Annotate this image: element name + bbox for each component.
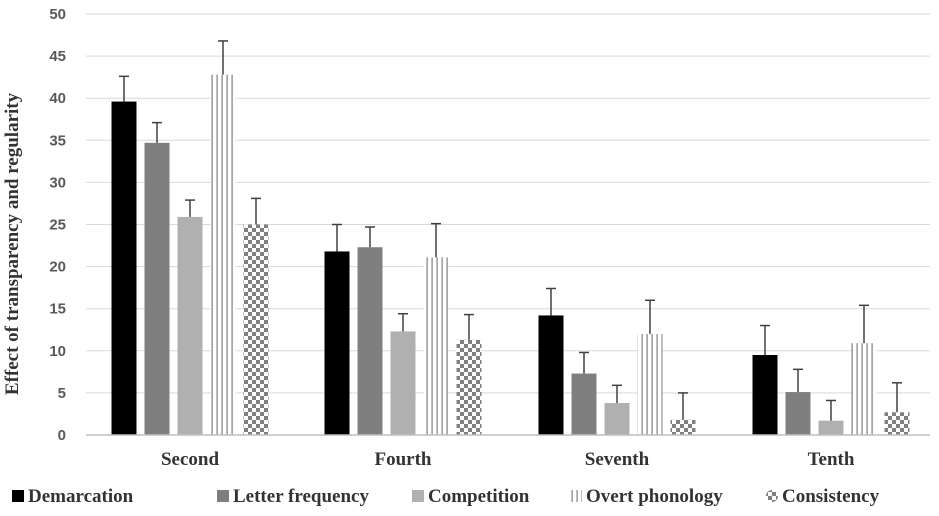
error-bar-letter-frequency-tenth — [793, 368, 803, 393]
bar-overt-phonology-seventh — [637, 333, 663, 435]
bar-letter-frequency-seventh — [571, 373, 597, 435]
legend-item-competition: Competition — [412, 486, 530, 507]
y-tick-label: 50 — [49, 6, 66, 23]
legend-label: Demarcation — [28, 486, 134, 507]
error-bar-overt-phonology-tenth — [859, 304, 869, 344]
error-bars — [119, 40, 902, 421]
bar-competition-second — [177, 216, 203, 435]
bar-competition-seventh — [604, 403, 630, 435]
bar-letter-frequency-second — [144, 142, 170, 436]
error-bar-consistency-second — [251, 197, 261, 225]
bar-consistency-fourth — [456, 339, 482, 435]
error-bar-demarcation-tenth — [760, 324, 770, 356]
y-tick-label: 30 — [49, 174, 66, 191]
legend: Demarcation Letter frequency Competition Ov… — [12, 486, 880, 507]
error-bar-consistency-fourth — [464, 313, 474, 340]
y-tick-label: 35 — [49, 132, 66, 149]
y-tick-label: 5 — [58, 385, 66, 402]
error-bar-competition-tenth — [826, 399, 836, 421]
error-bar-letter-frequency-second — [152, 121, 162, 143]
bar-demarcation-seventh — [538, 315, 564, 435]
error-bar-overt-phonology-second — [218, 40, 228, 75]
error-bar-overt-phonology-seventh — [645, 299, 655, 334]
error-bar-consistency-tenth — [892, 382, 902, 413]
y-tick-label: 40 — [49, 90, 66, 107]
bar-overt-phonology-second — [210, 74, 236, 436]
y-tick-label: 15 — [49, 301, 66, 318]
error-bar-competition-fourth — [398, 313, 408, 332]
x-category-label: Fourth — [375, 449, 432, 470]
legend-swatch — [217, 490, 229, 502]
error-bar-demarcation-fourth — [332, 223, 342, 252]
bar-demarcation-tenth — [752, 355, 778, 435]
bars — [111, 74, 910, 436]
legend-swatch — [766, 490, 778, 502]
bar-demarcation-fourth — [324, 251, 350, 435]
y-tick-label: 20 — [49, 259, 66, 276]
bar-demarcation-second — [111, 101, 137, 436]
y-tick-label: 10 — [49, 343, 66, 360]
error-bar-competition-seventh — [612, 384, 622, 404]
x-axis-categories: Second Fourth Seventh Tenth — [161, 449, 855, 470]
y-axis-label: Effect of transparency and regularity — [2, 92, 23, 395]
legend-item-demarcation: Demarcation — [12, 486, 134, 507]
x-category-label: Second — [161, 449, 220, 470]
legend-swatch — [412, 490, 424, 502]
legend-label: Letter frequency — [233, 486, 369, 507]
error-bar-demarcation-second — [119, 75, 129, 102]
error-bar-letter-frequency-fourth — [365, 226, 375, 248]
y-axis-ticks: 0 5 10 15 20 25 30 35 40 45 50 — [49, 6, 66, 444]
bar-competition-fourth — [390, 331, 416, 435]
bar-consistency-second — [243, 224, 269, 435]
bar-consistency-tenth — [884, 412, 910, 435]
error-bar-demarcation-seventh — [546, 287, 556, 316]
bar-letter-frequency-tenth — [785, 392, 811, 435]
bar-consistency-seventh — [670, 419, 696, 435]
legend-label: Overt phonology — [586, 486, 723, 507]
x-category-label: Seventh — [585, 449, 650, 470]
error-bar-consistency-seventh — [678, 392, 688, 420]
legend-item-overt-phonology: Overt phonology — [570, 486, 723, 507]
y-tick-label: 0 — [58, 427, 66, 444]
bar-letter-frequency-fourth — [357, 247, 383, 435]
y-tick-label: 25 — [49, 217, 66, 234]
bar-overt-phonology-fourth — [423, 257, 449, 435]
legend-label: Consistency — [782, 486, 880, 507]
x-category-label: Tenth — [808, 449, 855, 470]
legend-item-consistency: Consistency — [766, 486, 880, 507]
legend-swatch — [570, 490, 582, 502]
error-bar-competition-second — [185, 199, 195, 217]
error-bar-letter-frequency-seventh — [579, 351, 589, 374]
legend-swatch — [12, 490, 24, 502]
y-tick-label: 45 — [49, 48, 66, 65]
legend-label: Competition — [428, 486, 530, 507]
bar-competition-tenth — [818, 420, 844, 435]
bar-overt-phonology-tenth — [851, 343, 877, 435]
error-bar-overt-phonology-fourth — [431, 222, 441, 258]
legend-item-letter-frequency: Letter frequency — [217, 486, 369, 507]
